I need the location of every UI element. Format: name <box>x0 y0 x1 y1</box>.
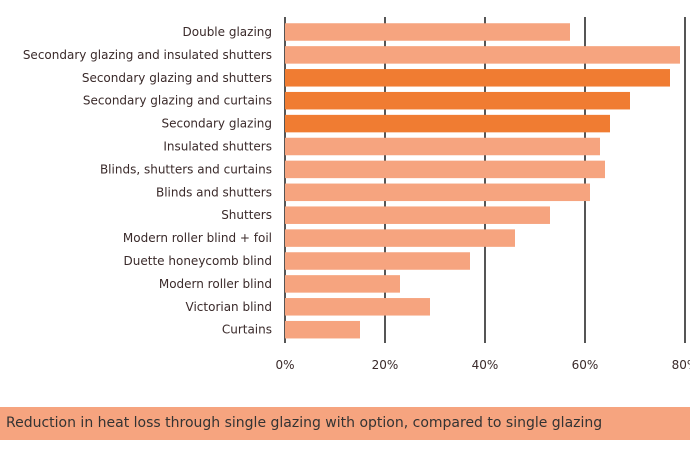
bar-11 <box>285 275 400 293</box>
bar-9 <box>285 229 515 247</box>
category-label: Blinds and shutters <box>156 185 272 199</box>
bar-12 <box>285 298 430 316</box>
category-label: Duette honeycomb blind <box>124 254 272 268</box>
bar-8 <box>285 206 550 224</box>
bar-1 <box>285 46 680 64</box>
bar-13 <box>285 320 360 339</box>
category-label: Modern roller blind + foil <box>123 231 272 245</box>
bar-6 <box>285 160 605 179</box>
bar-5 <box>285 137 600 156</box>
category-label: Insulated shutters <box>163 140 272 154</box>
x-tick-label: 0% <box>275 358 294 372</box>
category-label: Secondary glazing and shutters <box>82 71 272 85</box>
chart-caption: Reduction in heat loss through single gl… <box>0 407 690 440</box>
x-tick-label: 80% <box>672 358 690 372</box>
bar-10 <box>285 252 470 270</box>
bars <box>285 23 680 339</box>
category-label: Victorian blind <box>186 300 272 314</box>
category-label: Secondary glazing <box>161 117 272 131</box>
bar-4 <box>285 114 610 133</box>
x-tick-labels: 0% 20% 40% 60% 80% <box>275 358 690 372</box>
bar-0 <box>285 23 570 41</box>
category-label: Modern roller blind <box>159 277 272 291</box>
bar-3 <box>285 91 630 110</box>
bar-7 <box>285 183 590 202</box>
bar-chart: Double glazing Secondary glazing and insu… <box>23 17 690 372</box>
category-label: Curtains <box>222 323 272 337</box>
category-label: Blinds, shutters and curtains <box>100 162 272 176</box>
category-label: Secondary glazing and curtains <box>83 94 272 108</box>
category-label: Secondary glazing and insulated shutters <box>23 48 272 62</box>
gridlines <box>284 17 686 343</box>
x-tick-label: 40% <box>472 358 499 372</box>
category-label: Shutters <box>221 208 272 222</box>
x-tick-label: 60% <box>572 358 599 372</box>
category-labels: Double glazing Secondary glazing and insu… <box>23 25 272 337</box>
bar-2 <box>285 69 670 87</box>
x-tick-label: 20% <box>372 358 399 372</box>
category-label: Double glazing <box>183 25 273 39</box>
